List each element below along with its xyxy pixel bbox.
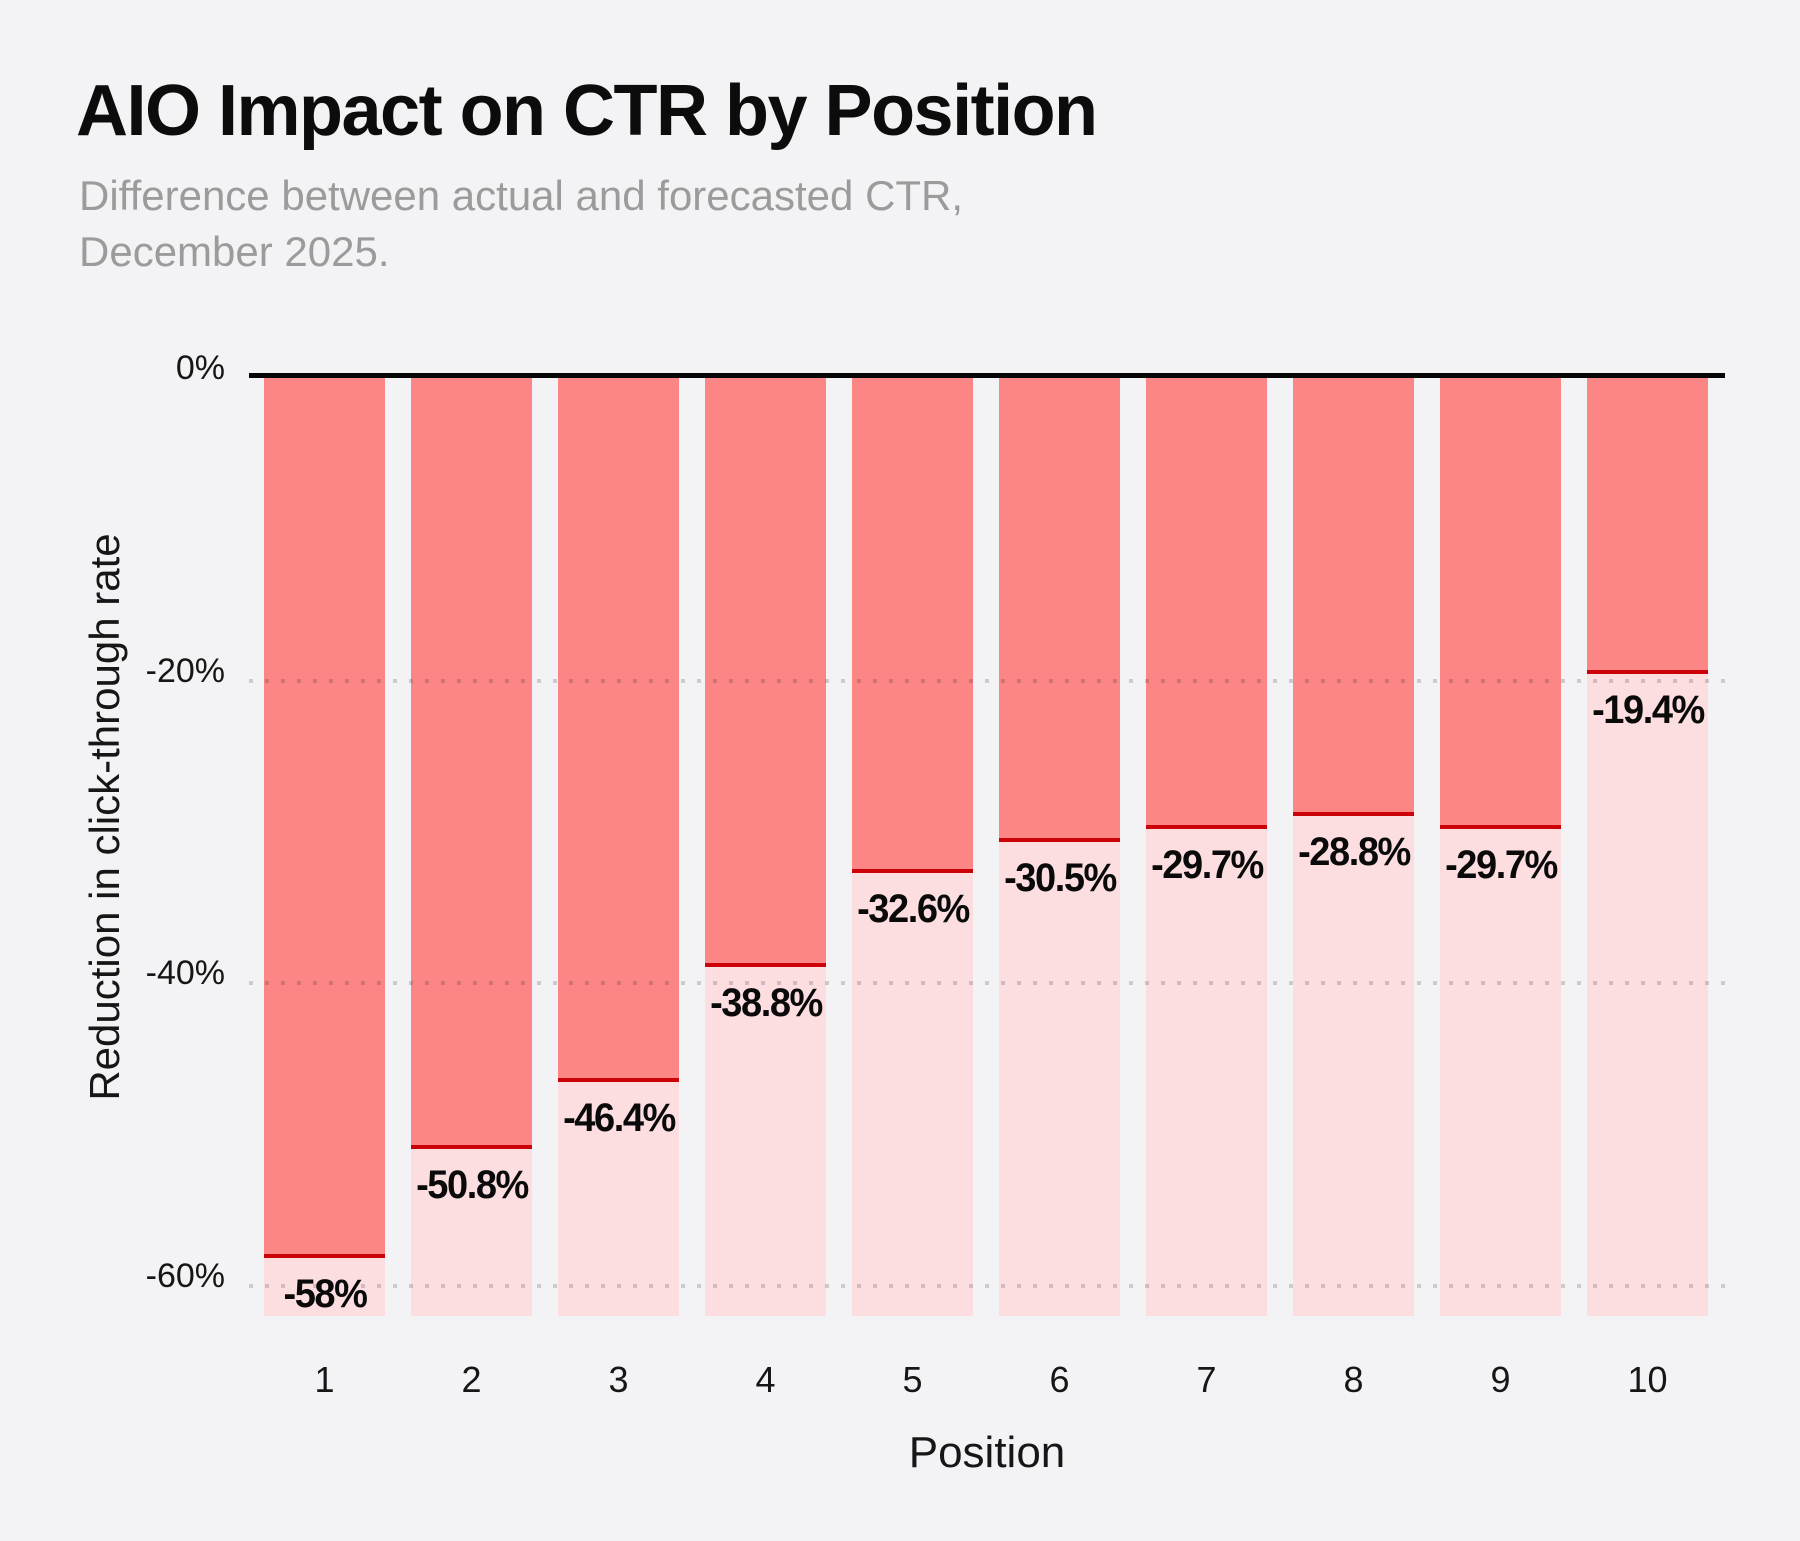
bar-forecast-remainder-segment <box>705 965 826 1316</box>
zero-axis-line <box>249 373 1725 378</box>
bar-actual-drop-segment <box>1587 378 1708 672</box>
bar-value-label: -19.4% <box>1591 687 1705 732</box>
y-tick-label: -60% <box>145 1256 225 1295</box>
x-tick-label: 3 <box>608 1359 629 1400</box>
x-tick-label: 9 <box>1490 1359 1511 1400</box>
y-tick-label: -20% <box>145 651 225 690</box>
bar-value-label: -32.6% <box>856 887 970 932</box>
bar-actual-drop-segment <box>1440 378 1561 828</box>
bar-actual-drop-segment <box>999 378 1120 840</box>
x-tick-label: 8 <box>1343 1359 1364 1400</box>
bar-forecast-remainder-segment <box>558 1080 679 1316</box>
y-axis-title: Reduction in click-through rate <box>81 533 128 1101</box>
bar-forecast-remainder-segment <box>264 1255 385 1316</box>
y-tick-label: 0% <box>175 349 225 387</box>
bar-actual-drop-segment <box>558 378 679 1081</box>
bar-actual-drop-segment <box>264 378 385 1256</box>
bar-value-label: -29.7% <box>1150 843 1264 888</box>
bar-value-marker-line <box>264 1253 385 1258</box>
chart-title: AIO Impact on CTR by Position <box>76 71 1098 151</box>
bar-group: -29.7% 7 <box>1146 378 1267 1400</box>
x-tick-label: 5 <box>902 1359 923 1400</box>
x-tick-label: 1 <box>314 1359 335 1400</box>
bar-value-marker-line <box>852 869 973 874</box>
chart-subtitle: Difference between actual and forecasted… <box>79 172 964 275</box>
bar-actual-drop-segment <box>411 378 532 1147</box>
bar-value-marker-line <box>1293 811 1414 816</box>
bar-value-label: -30.5% <box>1003 855 1117 900</box>
bar-value-label: -58% <box>282 1271 367 1316</box>
gridline <box>249 1283 1725 1288</box>
bar-group: -38.8% 4 <box>705 378 826 1400</box>
bar-group: -58% 1 <box>264 378 385 1400</box>
bar-value-label: -38.8% <box>709 981 823 1026</box>
bar-actual-drop-segment <box>1146 378 1267 828</box>
gridline <box>249 981 1725 986</box>
bar-group: -32.6% 5 <box>852 378 973 1400</box>
bar-forecast-remainder-segment <box>1146 827 1267 1316</box>
bar-value-marker-line <box>999 837 1120 842</box>
x-tick-label: 6 <box>1049 1359 1070 1400</box>
bar-value-label: -46.4% <box>562 1096 676 1141</box>
x-tick-label: 2 <box>461 1359 482 1400</box>
x-tick-label: 4 <box>755 1359 776 1400</box>
y-tick-label: -40% <box>145 954 225 993</box>
x-axis-title: Position <box>908 1428 1066 1477</box>
bar-forecast-remainder-segment <box>1440 827 1561 1316</box>
bar-actual-drop-segment <box>705 378 826 966</box>
bar-group: -28.8% 8 <box>1293 378 1414 1400</box>
bar-value-marker-line <box>1587 669 1708 674</box>
bar-group: -50.8% 2 <box>411 378 532 1400</box>
x-tick-label: 10 <box>1627 1359 1668 1400</box>
x-tick-label: 7 <box>1196 1359 1217 1400</box>
bar-value-marker-line <box>1440 825 1561 830</box>
bar-value-label: -50.8% <box>415 1162 529 1207</box>
bar-forecast-remainder-segment <box>999 839 1120 1316</box>
bar-group: -29.7% 9 <box>1440 378 1561 1400</box>
bar-actual-drop-segment <box>1293 378 1414 814</box>
gridline <box>249 678 1725 683</box>
bar-value-marker-line <box>558 1078 679 1083</box>
bar-forecast-remainder-segment <box>852 871 973 1316</box>
bar-actual-drop-segment <box>852 378 973 872</box>
bar-forecast-remainder-segment <box>411 1146 532 1316</box>
plot-area: -58% 1 -50.8% 2 -46.4% 3 -38.8% 4 -32.6% 5 -30.5% 6… <box>146 349 1725 1400</box>
bar-value-marker-line <box>411 1144 532 1149</box>
bar-group: -30.5% 6 <box>999 378 1120 1400</box>
bar-value-marker-line <box>705 963 826 968</box>
bar-value-marker-line <box>1146 825 1267 830</box>
bar-value-label: -28.8% <box>1297 829 1411 874</box>
bar-value-label: -29.7% <box>1444 843 1558 888</box>
bar-group: -19.4% 10 <box>1587 378 1708 1400</box>
bar-forecast-remainder-segment <box>1587 671 1708 1316</box>
bar-group: -46.4% 3 <box>558 378 679 1400</box>
bar-forecast-remainder-segment <box>1293 813 1414 1316</box>
